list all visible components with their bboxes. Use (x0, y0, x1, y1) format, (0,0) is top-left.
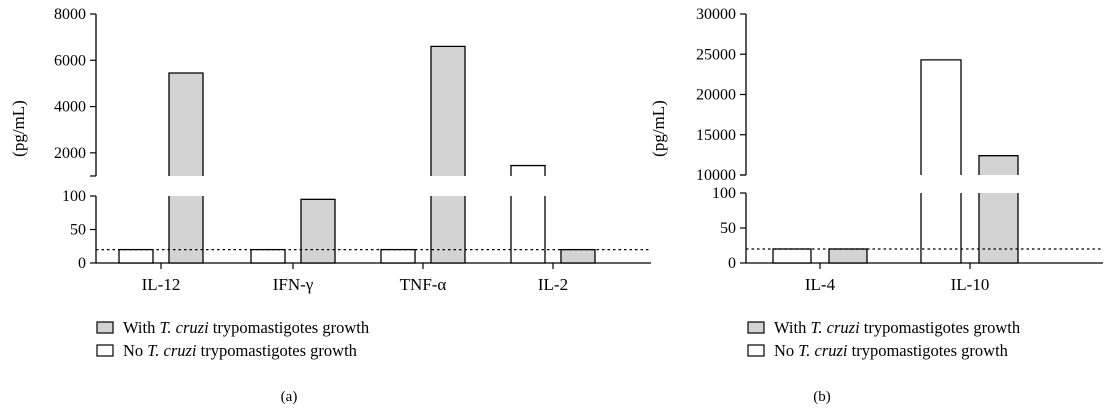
legend-swatch-without (747, 344, 765, 357)
panel-label-a: (a) (281, 389, 298, 405)
x-tick-label: IL-2 (538, 275, 568, 294)
x-tick-label: TNF-α (400, 275, 447, 294)
legend-label-with: With T. cruzi trypomastigotes growth (123, 318, 370, 337)
bar-with-growth-upper-segment (430, 45, 466, 176)
y-tick-label: 100 (712, 185, 736, 202)
y-tick-label: 8000 (54, 6, 86, 23)
y-tick-label: 25000 (696, 46, 736, 63)
bar-with-growth-lower-segment (168, 196, 204, 264)
bar-no-growth (118, 248, 154, 264)
bar-no-growth-upper-segment (920, 59, 962, 175)
bar-with-growth (300, 198, 336, 264)
legend-label-without: No T. cruzi trypomastigotes growth (123, 341, 358, 360)
bar-no-growth (380, 248, 416, 264)
bar-with-growth-upper-segment (978, 155, 1019, 175)
y-tick-label: 50 (720, 220, 736, 237)
bar-with-growth (828, 248, 868, 264)
bar-no-growth-lower-segment (510, 196, 546, 264)
y-tick-label: 20000 (696, 87, 736, 104)
y-tick-label: 30000 (696, 6, 736, 23)
bar-with-growth-upper-segment (168, 72, 204, 176)
bar-with-growth-lower-segment (430, 196, 466, 264)
legend-label-without: No T. cruzi trypomastigotes growth (774, 341, 1009, 360)
y-tick-label: 6000 (54, 52, 86, 69)
legend-b: With T. cruzi trypomastigotes growth No … (747, 318, 1021, 360)
y-tick-label: 4000 (54, 99, 86, 116)
y-axis-label: (pg/mL) (9, 100, 28, 157)
panel-label-b: (b) (813, 389, 831, 405)
x-tick-label: IL-10 (951, 275, 990, 294)
bar-no-growth (772, 248, 812, 264)
bar-with-growth-lower-segment (978, 193, 1019, 264)
bar-no-growth-lower-segment (920, 193, 962, 264)
y-tick-label: 0 (728, 255, 736, 272)
y-tick-label: 100 (62, 188, 86, 205)
y-axis-label: (pg/mL) (649, 100, 668, 157)
legend-a: With T. cruzi trypomastigotes growth No … (96, 318, 370, 360)
x-tick-label: IL-12 (142, 275, 181, 294)
y-tick-label: 15000 (696, 127, 736, 144)
y-tick-label: 2000 (54, 145, 86, 162)
bar-no-growth (250, 248, 286, 264)
y-tick-label: 50 (70, 222, 86, 239)
legend-swatch-without (96, 344, 114, 357)
bar-with-growth (560, 248, 596, 264)
bar-no-growth-upper-segment (510, 164, 546, 176)
legend-label-with: With T. cruzi trypomastigotes growth (774, 318, 1021, 337)
x-tick-label: IL-4 (805, 275, 836, 294)
x-tick-label: IFN-γ (273, 275, 314, 294)
y-tick-label: 0 (78, 255, 86, 272)
panel-a: 0 50 100 2000 4000 6000 8000 (pg/mL) IL-12 IFN-γ T… (9, 6, 651, 294)
legend-swatch-with (96, 321, 114, 334)
legend-swatch-with (747, 321, 765, 334)
y-tick-label: 10000 (696, 167, 736, 184)
